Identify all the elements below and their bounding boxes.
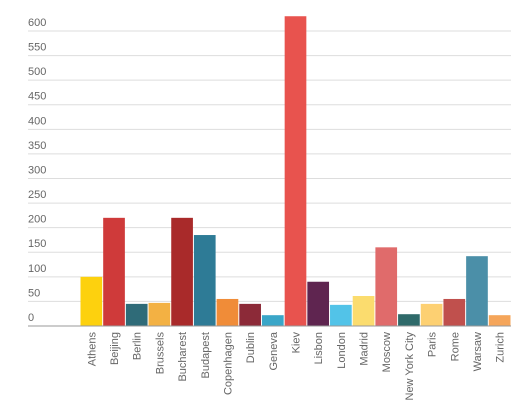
x-tick-label: New York City bbox=[404, 332, 416, 401]
y-tick-label: 450 bbox=[28, 91, 46, 103]
y-tick-label: 350 bbox=[28, 140, 46, 152]
y-tick-label: 500 bbox=[28, 66, 46, 78]
x-tick-label: Beijing bbox=[109, 332, 121, 365]
y-tick-label: 0 bbox=[28, 312, 34, 324]
bar bbox=[420, 303, 443, 326]
bar bbox=[239, 303, 261, 326]
x-tick-label: Budapest bbox=[200, 332, 212, 378]
bar bbox=[193, 235, 216, 326]
bar bbox=[148, 302, 171, 326]
bar bbox=[466, 256, 488, 326]
y-tick-label: 550 bbox=[28, 42, 46, 54]
y-tick-label: 600 bbox=[28, 17, 46, 29]
x-tick-label: Warsaw bbox=[472, 332, 484, 371]
x-tick-label: Rome bbox=[449, 332, 461, 361]
x-tick-label: Moscow bbox=[381, 332, 393, 372]
bar bbox=[375, 247, 398, 326]
y-tick-label: 300 bbox=[28, 164, 46, 176]
bar bbox=[307, 281, 330, 326]
y-tick-label: 50 bbox=[28, 287, 40, 299]
bar bbox=[488, 315, 511, 326]
y-tick-label: 100 bbox=[28, 263, 46, 275]
x-tick-label: Geneva bbox=[268, 331, 280, 370]
bar bbox=[125, 303, 148, 326]
y-tick-label: 250 bbox=[28, 189, 46, 201]
bar bbox=[216, 298, 239, 326]
x-tick-label: Brussels bbox=[154, 332, 166, 375]
bar bbox=[261, 315, 284, 326]
x-tick-label: Berlin bbox=[132, 332, 144, 360]
bar bbox=[171, 217, 193, 326]
x-tick-label: Zurich bbox=[495, 332, 507, 363]
bar bbox=[103, 217, 125, 326]
bar bbox=[284, 16, 307, 326]
y-tick-label: 400 bbox=[28, 115, 46, 127]
x-tick-label: Paris bbox=[427, 332, 439, 358]
y-tick-label: 200 bbox=[28, 214, 46, 226]
x-tick-label: Copenhagen bbox=[222, 332, 234, 395]
bar bbox=[80, 276, 103, 326]
y-tick-label: 150 bbox=[28, 238, 46, 250]
bar bbox=[443, 298, 466, 326]
x-tick-label: Dublin bbox=[245, 332, 257, 363]
x-tick-label: Lisbon bbox=[313, 332, 325, 364]
bar bbox=[352, 296, 375, 326]
bar bbox=[398, 314, 420, 326]
x-tick-label: Madrid bbox=[359, 332, 371, 366]
bar bbox=[330, 304, 352, 326]
x-tick-label: Bucharest bbox=[177, 332, 189, 382]
x-tick-label: Athens bbox=[86, 332, 98, 367]
x-tick-label: London bbox=[336, 332, 348, 369]
x-tick-label: Kiev bbox=[291, 332, 303, 354]
